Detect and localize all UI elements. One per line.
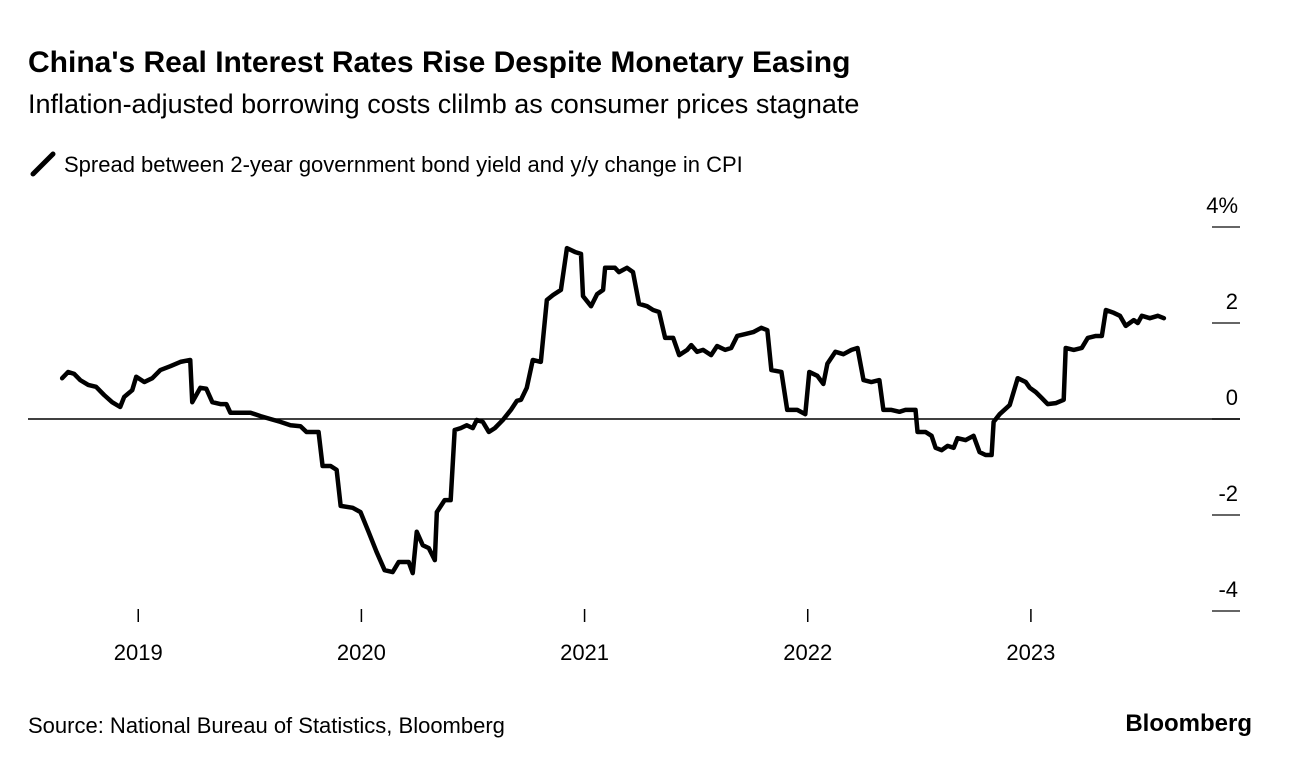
y-tick-label: 2: [1226, 289, 1238, 314]
line-series: [59, 245, 1167, 576]
source: Source: National Bureau of Statistics, B…: [28, 713, 505, 738]
chart-title: China's Real Interest Rates Rise Despite…: [28, 46, 850, 79]
y-tick-label: 4%: [1206, 193, 1238, 218]
x-tick-label: 2023: [1006, 640, 1055, 665]
chart-subtitle: Inflation-adjusted borrowing costs clilm…: [28, 89, 859, 119]
brand: Bloomberg: [1125, 710, 1252, 737]
legend-label: Spread between 2-year government bond yi…: [64, 152, 743, 177]
y-tick-label: -2: [1218, 481, 1238, 506]
legend-swatch: [30, 151, 56, 177]
x-tick-label: 2022: [783, 640, 832, 665]
x-tick-label: 2020: [337, 640, 386, 665]
x-tick-label: 2019: [114, 640, 163, 665]
y-tick-label: 0: [1226, 385, 1238, 410]
y-tick-label: -4: [1218, 577, 1238, 602]
x-tick-label: 2021: [560, 640, 609, 665]
